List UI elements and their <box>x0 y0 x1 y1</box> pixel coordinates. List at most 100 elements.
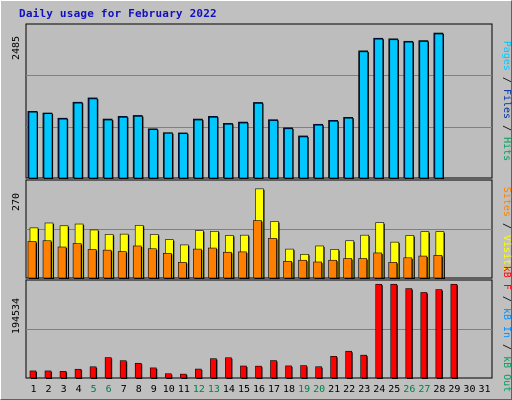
bar-sites <box>223 251 232 279</box>
bar-pages <box>209 117 218 179</box>
legend-separator: / <box>501 119 512 137</box>
x-axis-label: 7 <box>121 384 127 395</box>
bar-kb-in <box>180 373 187 379</box>
bar-sites <box>388 262 398 279</box>
x-axis-label: 2 <box>46 384 52 395</box>
bar-kb-in <box>210 358 217 379</box>
bar-pages <box>329 120 338 179</box>
bar-kb-in <box>270 360 277 379</box>
x-axis-label: 13 <box>208 384 220 395</box>
bar-kb-in <box>255 365 262 379</box>
bar-sites <box>117 251 127 279</box>
x-axis-label: 30 <box>463 384 475 395</box>
x-axis-label: 22 <box>343 384 355 395</box>
legend-bottom: kB F / kB In / kB Out <box>501 266 512 392</box>
bar-kb-in <box>240 365 247 379</box>
legend-separator: / <box>501 217 512 235</box>
bar-pages <box>404 41 414 179</box>
x-axis-label: 19 <box>298 384 310 395</box>
bar-sites <box>268 238 277 279</box>
bar-pages <box>224 123 233 179</box>
legend-top: Pages / Files / Hits <box>501 41 512 161</box>
x-axis-label: 28 <box>433 384 445 395</box>
bar-sites <box>87 249 97 279</box>
bar-pages <box>58 118 68 179</box>
bar-kb-in <box>225 357 232 379</box>
bar-kb-in <box>285 365 292 379</box>
bar-pages <box>344 117 353 179</box>
bar-kb-in <box>29 370 37 379</box>
bar-pages <box>389 39 399 179</box>
bar-sites <box>403 257 413 279</box>
bar-sites <box>208 247 217 279</box>
bar-kb-in <box>44 370 52 379</box>
bar-sites <box>313 261 322 279</box>
bar-kb-in <box>104 357 112 379</box>
y-max-label-bottom: 194534 <box>11 298 22 334</box>
bar-sites <box>147 248 157 279</box>
bar-pages <box>359 51 369 179</box>
bar-sites <box>193 248 202 279</box>
bar-kb-in <box>74 368 82 379</box>
legend-kb-out: kB Out <box>501 356 512 392</box>
bar-pages <box>284 128 293 179</box>
bar-kb-in <box>360 354 368 379</box>
bar-pages <box>179 133 188 179</box>
legend-hits: Hits <box>501 137 512 161</box>
bar-kb-in <box>164 373 172 379</box>
y-max-label-middle: 270 <box>11 193 22 211</box>
bar-pages <box>88 98 98 179</box>
bar-sites <box>418 255 428 279</box>
x-axis-label: 11 <box>178 384 190 395</box>
bar-pages <box>314 124 323 179</box>
x-axis-label: 10 <box>163 384 175 395</box>
x-axis-label: 24 <box>373 384 385 395</box>
bar-kb-in <box>330 356 337 379</box>
x-axis-label: 25 <box>388 384 400 395</box>
x-axis-label: 4 <box>76 384 82 395</box>
bar-pages <box>419 41 429 179</box>
bar-sites <box>42 240 52 279</box>
bar-sites <box>27 241 37 279</box>
bar-sites <box>283 260 292 279</box>
bar-kb-in <box>59 371 67 379</box>
bar-pages <box>269 120 278 179</box>
x-axis-label: 20 <box>313 384 325 395</box>
bar-sites <box>162 252 172 279</box>
legend-files: Files <box>501 89 512 119</box>
bar-sites <box>328 259 337 279</box>
bar-pages <box>103 119 113 179</box>
bar-sites <box>373 252 383 279</box>
bar-sites <box>72 243 82 279</box>
legend-visits: Visits <box>501 235 512 271</box>
x-axis-label: 27 <box>418 384 430 395</box>
bar-kb-in <box>345 350 352 379</box>
bar-sites <box>238 251 247 279</box>
bar-kb-in <box>390 283 398 379</box>
legend-separator: / <box>501 71 512 89</box>
x-axis-labels: 1 2 3 4 5 6 7 8 9 10 11 12 13 14 15 16 17 18 19 20 21 22 23 24 2… <box>31 384 491 395</box>
bar-pages <box>374 38 384 179</box>
bar-kb-in <box>195 368 202 379</box>
x-axis-label: 29 <box>448 384 460 395</box>
bar-sites <box>132 245 142 279</box>
x-axis-label: 26 <box>403 384 415 395</box>
bar-pages <box>239 122 248 179</box>
bar-kb-in <box>119 360 127 379</box>
bar-sites <box>433 255 443 279</box>
chart-title: Daily usage for February 2022 <box>19 7 217 20</box>
bar-sites <box>343 258 352 279</box>
legend-pages: Pages <box>501 41 512 71</box>
x-axis-label: 18 <box>283 384 295 395</box>
legend-separator: / <box>501 290 512 308</box>
bar-pages <box>43 113 53 179</box>
bar-pages <box>254 103 263 179</box>
x-axis-label: 12 <box>193 384 205 395</box>
bar-pages <box>194 119 203 179</box>
x-axis-label: 15 <box>238 384 250 395</box>
x-axis-label: 9 <box>151 384 157 395</box>
bar-pages <box>28 111 38 179</box>
legend-kb-f: kB F <box>501 266 512 290</box>
x-axis-label: 21 <box>328 384 340 395</box>
x-axis-label: 31 <box>478 384 490 395</box>
